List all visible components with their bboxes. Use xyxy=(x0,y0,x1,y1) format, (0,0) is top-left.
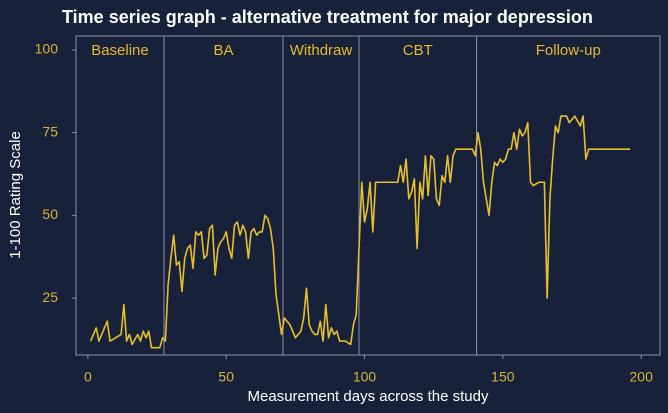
x-tick-label: 150 xyxy=(491,369,515,385)
x-tick-label: 100 xyxy=(353,369,377,385)
phase-label: Withdraw xyxy=(290,42,353,59)
x-tick-label: 0 xyxy=(84,369,92,385)
phase-label: Follow-up xyxy=(536,42,601,59)
phase-label: BA xyxy=(213,42,233,59)
chart-title: Time series graph - alternative treatmen… xyxy=(62,7,593,27)
data-line xyxy=(89,115,631,349)
y-axis-title: 1-100 Rating Scale xyxy=(7,131,24,259)
y-tick-label: 100 xyxy=(35,41,59,57)
y-tick-label: 75 xyxy=(42,123,58,139)
y-tick-label: 50 xyxy=(42,206,58,222)
phase-label: Baseline xyxy=(91,42,149,59)
x-axis-title: Measurement days across the study xyxy=(248,388,489,405)
phase-label: CBT xyxy=(403,42,433,59)
x-tick-label: 200 xyxy=(630,369,654,385)
x-tick-label: 50 xyxy=(218,369,234,385)
y-tick-label: 25 xyxy=(42,289,58,305)
